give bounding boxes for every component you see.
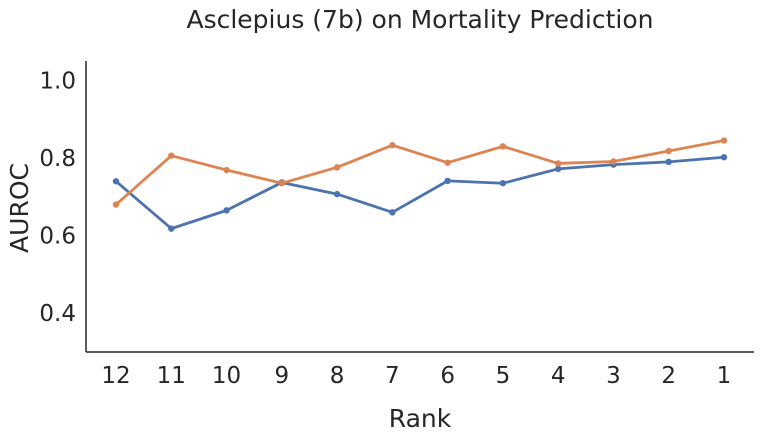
x-axis-ticks: 12 11 10 9 8 7 6 5 4 3 2 1 bbox=[101, 363, 731, 389]
y-tick-label: 0.4 bbox=[39, 301, 76, 327]
series-1-point bbox=[168, 225, 175, 232]
series-2 bbox=[112, 137, 728, 208]
series-2-point bbox=[333, 164, 341, 171]
x-tick-label: 11 bbox=[157, 363, 186, 389]
series-2-point bbox=[610, 158, 617, 165]
series-1-point bbox=[665, 158, 672, 166]
x-axis-label: Rank bbox=[389, 404, 452, 433]
x-tick-label: 10 bbox=[212, 363, 241, 389]
x-tick-label: 9 bbox=[274, 363, 289, 389]
series-1-point bbox=[112, 178, 120, 185]
series-2-point bbox=[720, 137, 728, 144]
x-tick-label: 3 bbox=[606, 363, 621, 389]
series-1-point bbox=[223, 207, 230, 214]
y-tick-label: 0.8 bbox=[39, 146, 76, 172]
series-1-line bbox=[114, 155, 726, 231]
series-1-point bbox=[389, 209, 396, 216]
series-1-point bbox=[444, 177, 451, 185]
series-1 bbox=[112, 154, 728, 232]
x-tick-label: 1 bbox=[717, 363, 732, 389]
series-1-point bbox=[499, 180, 507, 187]
series-2-point bbox=[223, 166, 230, 174]
y-tick-label: 0.6 bbox=[39, 224, 76, 250]
series-2-point bbox=[389, 141, 396, 149]
series-2-point bbox=[168, 152, 175, 159]
series-2-point bbox=[499, 143, 507, 150]
series-2-line bbox=[114, 139, 726, 206]
series-2-point bbox=[665, 147, 672, 155]
y-axis-ticks: 0.4 0.6 0.8 1.0 bbox=[39, 68, 76, 327]
series-1-point bbox=[720, 154, 728, 161]
series-group bbox=[112, 137, 728, 232]
y-axis-label: AUROC bbox=[5, 163, 34, 253]
x-tick-label: 6 bbox=[440, 363, 455, 389]
x-tick-label: 12 bbox=[101, 363, 130, 389]
series-2-point bbox=[112, 201, 120, 208]
x-tick-label: 4 bbox=[551, 363, 566, 389]
x-tick-label: 5 bbox=[496, 363, 511, 389]
series-1-point bbox=[333, 190, 341, 198]
x-tick-label: 8 bbox=[330, 363, 345, 389]
series-2-point bbox=[444, 159, 451, 166]
y-tick-label: 1.0 bbox=[39, 68, 76, 94]
x-tick-label: 7 bbox=[385, 363, 400, 389]
series-2-point bbox=[554, 160, 562, 167]
series-1-point bbox=[554, 165, 562, 173]
x-tick-label: 2 bbox=[661, 363, 676, 389]
chart-title: Asclepius (7b) on Mortality Prediction bbox=[186, 5, 653, 34]
series-2-point bbox=[278, 180, 286, 187]
